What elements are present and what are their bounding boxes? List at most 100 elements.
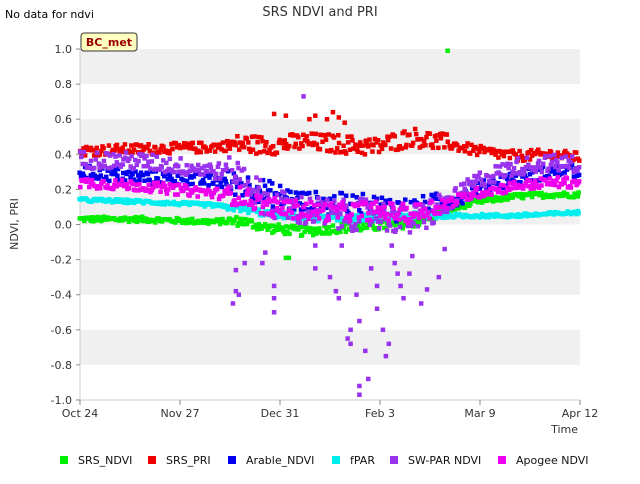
data-point xyxy=(419,136,424,142)
data-point xyxy=(283,141,289,147)
legend-label: Apogee NDVI xyxy=(516,454,589,467)
data-point xyxy=(262,183,268,189)
data-point xyxy=(235,223,240,228)
data-point xyxy=(265,191,271,197)
data-point xyxy=(511,165,517,171)
data-point xyxy=(270,214,276,219)
data-point xyxy=(365,205,370,210)
data-point xyxy=(283,196,289,202)
data-point xyxy=(577,158,582,163)
data-point xyxy=(559,155,564,161)
data-point xyxy=(386,218,391,223)
data-point xyxy=(159,165,164,170)
data-point xyxy=(131,166,137,171)
data-point xyxy=(285,215,291,220)
data-point xyxy=(548,162,554,168)
data-point xyxy=(468,201,473,207)
data-point xyxy=(336,132,341,138)
data-point xyxy=(125,216,131,221)
data-point xyxy=(532,151,538,157)
data-point xyxy=(207,148,213,153)
data-point xyxy=(332,210,338,216)
data-point xyxy=(374,216,379,221)
data-point xyxy=(576,165,582,170)
data-point xyxy=(497,195,502,201)
data-point xyxy=(195,194,200,199)
data-point xyxy=(375,219,381,224)
data-point xyxy=(115,173,120,179)
data-point xyxy=(207,162,213,167)
data-point xyxy=(246,202,252,207)
data-point xyxy=(100,164,105,170)
data-point xyxy=(96,176,102,181)
data-point xyxy=(397,224,403,230)
data-point xyxy=(368,266,374,271)
data-point xyxy=(114,142,120,148)
data-point xyxy=(306,210,312,216)
data-point xyxy=(560,153,566,158)
data-point xyxy=(225,220,230,225)
data-point xyxy=(97,165,102,171)
data-point xyxy=(442,145,447,150)
data-point xyxy=(97,185,103,191)
data-point xyxy=(534,165,539,170)
data-point xyxy=(314,142,320,147)
data-point xyxy=(378,213,383,219)
data-point xyxy=(187,168,193,173)
data-point xyxy=(359,196,365,202)
data-point xyxy=(449,146,455,151)
data-point xyxy=(147,148,153,154)
data-point xyxy=(260,138,265,144)
data-point xyxy=(254,193,259,198)
data-point xyxy=(172,169,177,175)
data-point xyxy=(296,134,301,140)
data-point xyxy=(367,137,372,142)
y-tick-label: -0.8 xyxy=(51,359,72,372)
data-point xyxy=(555,160,560,165)
data-point xyxy=(336,226,341,231)
data-point xyxy=(132,218,137,224)
data-point xyxy=(236,181,242,187)
data-point xyxy=(219,147,224,152)
y-tick-label: -0.6 xyxy=(51,324,72,337)
data-point xyxy=(562,163,567,169)
data-point xyxy=(554,178,559,183)
data-point xyxy=(144,216,149,222)
data-point xyxy=(514,159,519,165)
data-point xyxy=(265,150,270,156)
data-point xyxy=(326,217,332,223)
data-point xyxy=(449,196,454,201)
data-point xyxy=(112,148,117,153)
data-point xyxy=(90,219,96,224)
data-point xyxy=(469,142,474,148)
data-point xyxy=(137,181,142,187)
data-point xyxy=(93,218,99,223)
data-point xyxy=(520,174,525,179)
data-point xyxy=(474,197,480,202)
data-point xyxy=(309,131,314,136)
data-point xyxy=(481,178,487,183)
data-point xyxy=(344,203,349,209)
data-point xyxy=(336,115,342,120)
legend-swatch xyxy=(228,456,236,464)
data-point xyxy=(114,184,120,189)
data-point xyxy=(473,144,478,150)
data-point xyxy=(122,142,128,147)
data-point xyxy=(153,220,158,225)
data-point xyxy=(427,216,432,221)
data-point xyxy=(166,166,172,172)
data-point xyxy=(367,222,373,228)
data-point xyxy=(339,224,345,229)
data-point xyxy=(233,142,239,148)
data-point xyxy=(476,173,481,179)
data-point xyxy=(180,144,186,150)
data-point xyxy=(290,200,296,206)
data-point xyxy=(189,144,194,149)
y-tick-label: -0.4 xyxy=(51,289,72,302)
data-point xyxy=(85,177,91,182)
data-point xyxy=(448,208,453,214)
data-point xyxy=(531,186,537,191)
data-point xyxy=(292,203,297,209)
data-point xyxy=(514,180,520,185)
data-point xyxy=(184,172,189,178)
